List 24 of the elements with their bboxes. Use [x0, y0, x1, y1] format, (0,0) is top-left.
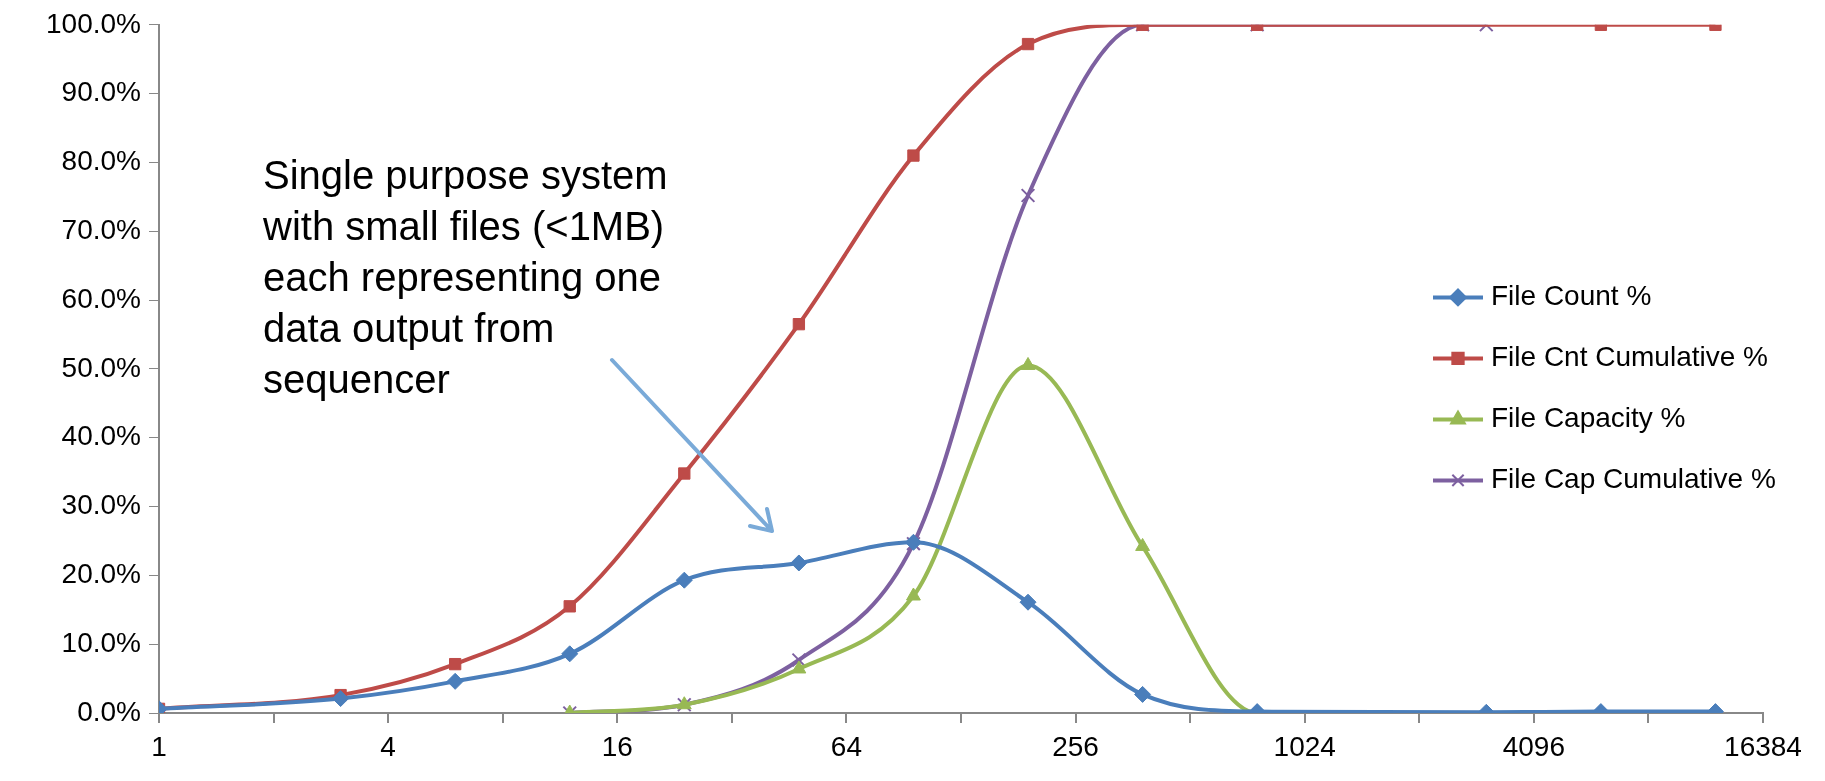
x-tick-label: 256 [1052, 730, 1099, 762]
x-tick-label: 64 [830, 730, 863, 762]
legend-label: File Capacity % [1491, 402, 1686, 434]
x-tick-label: 16 [601, 730, 633, 762]
y-tick-label: 70.0% [61, 213, 141, 245]
y-tick-label: 100.0% [46, 7, 141, 39]
annotation: Single purpose system with small files (<1MB) each representing one data output from sequencer [263, 152, 669, 403]
x-tick-label: 1 [151, 730, 167, 762]
x-tick-label: 16384 [1724, 730, 1802, 762]
legend-label: File Count % [1491, 280, 1652, 312]
y-tick-label: 90.0% [61, 76, 141, 108]
x-tick-label: 4096 [1502, 730, 1566, 762]
legend-label: File Cnt Cumulative % [1491, 341, 1768, 373]
y-tick-label: 10.0% [61, 626, 141, 658]
y-tick-label: 0.0% [77, 695, 141, 727]
legend-label: File Cap Cumulative % [1491, 463, 1776, 495]
y-tick-label: 30.0% [61, 489, 141, 521]
y-tick-label: 20.0% [61, 558, 141, 590]
x-tick-label: 4 [380, 730, 396, 762]
x-tick-label: 1024 [1273, 730, 1336, 762]
y-tick-label: 60.0% [61, 282, 141, 314]
y-tick-label: 40.0% [61, 420, 141, 452]
y-tick-label: 80.0% [61, 145, 141, 177]
y-tick-label: 50.0% [61, 351, 141, 383]
